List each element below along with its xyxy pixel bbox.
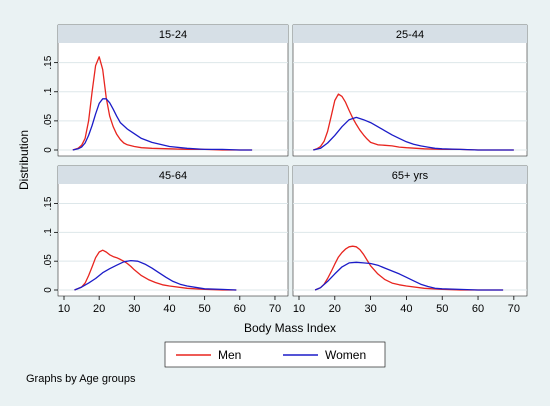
panel-3-x-tick-label: 20	[93, 303, 105, 315]
panel-3-x-tick-label: 40	[163, 303, 175, 315]
panel-1-y-tick-label: .1	[43, 87, 54, 96]
panel-3-y-tick-label: .1	[43, 228, 54, 237]
panel-1-title: 15-24	[159, 29, 187, 41]
legend-label-men: Men	[218, 348, 241, 362]
panel-3-x-tick-label: 50	[199, 303, 211, 315]
panel-3-x-tick-label: 30	[128, 303, 140, 315]
x-axis-label: Body Mass Index	[244, 321, 336, 335]
panel-2-title-strip	[293, 25, 527, 43]
panel-1-plot-area	[57, 24, 289, 157]
legend-label-women: Women	[325, 348, 366, 362]
panel-1-title-strip	[58, 25, 288, 43]
panel-2-title: 25-44	[396, 29, 424, 41]
panel-4-x-tick-label: 70	[508, 303, 520, 315]
panel-1-y-tick-label: .05	[43, 113, 54, 127]
graphs-note: Graphs by Age groups	[26, 373, 136, 385]
panel-3-x-tick-label: 70	[269, 303, 281, 315]
panel-4-title: 65+ yrs	[392, 170, 429, 182]
panel-3-y-tick-label: .05	[43, 254, 54, 268]
panel-4-x-tick-label: 40	[400, 303, 412, 315]
panel-2-plot-area	[292, 24, 528, 157]
panel-1-y-tick-label: .15	[43, 55, 54, 69]
panel-3-line-men	[74, 249, 237, 291]
panel-3-y-tick-label: 0	[43, 287, 54, 293]
panel-4-line-women	[314, 261, 504, 291]
panel-4-x-tick-label: 20	[329, 303, 341, 315]
y-axis-label: Distribution	[17, 130, 31, 190]
panel-4-x-tick-label: 10	[293, 303, 305, 315]
panel-4-title-strip	[293, 166, 527, 184]
panel-3-plot-area	[57, 165, 289, 297]
panel-3-title: 45-64	[159, 170, 187, 182]
panel-2-line-women	[313, 116, 514, 151]
panel-3-line-women	[74, 259, 237, 291]
panel-1-y-tick-label: 0	[43, 147, 54, 153]
panel-1-line-men	[72, 56, 253, 151]
panel-4-line-men	[314, 245, 504, 291]
panel-3-title-strip	[58, 166, 288, 184]
panel-3-x-tick-label: 10	[58, 303, 70, 315]
panel-4-x-tick-label: 30	[364, 303, 376, 315]
panel-4-x-tick-label: 50	[436, 303, 448, 315]
panel-4-x-tick-label: 60	[472, 303, 484, 315]
panel-1-line-women	[72, 98, 253, 151]
panel-4-plot-area	[292, 165, 528, 297]
panel-2-line-men	[313, 93, 514, 151]
panel-3-x-tick-label: 60	[234, 303, 246, 315]
panel-3-y-tick-label: .15	[43, 196, 54, 210]
